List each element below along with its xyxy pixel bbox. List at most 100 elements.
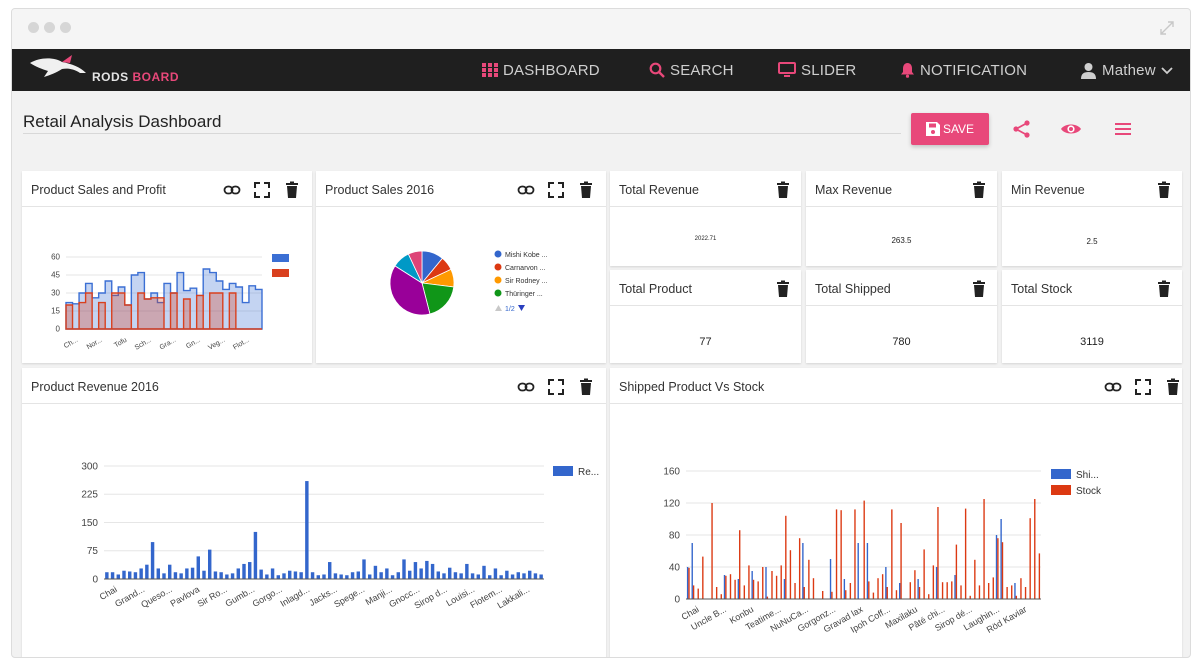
bar: [923, 549, 925, 599]
trash-icon[interactable]: [577, 181, 595, 199]
link-icon[interactable]: [1104, 378, 1122, 396]
bar: [1000, 519, 1002, 599]
legend-label: Re...: [578, 467, 599, 478]
x-tick-label: Inlagd...: [279, 584, 312, 609]
bar: [202, 570, 206, 579]
y-tick-label: 120: [663, 498, 680, 509]
window-dot[interactable]: [28, 22, 39, 33]
nav-dashboard[interactable]: DASHBOARD: [482, 49, 600, 91]
trash-icon[interactable]: [577, 378, 595, 396]
bar: [757, 581, 759, 599]
x-tick-label: Tofu: [113, 337, 128, 350]
revenue-2016-bar-chart: 075150225300Re...ChaiGrand...Queso...Pav…: [81, 461, 599, 610]
bar: [185, 568, 189, 579]
nav-slider[interactable]: SLIDER: [778, 49, 856, 91]
y-tick-label: 160: [663, 466, 680, 477]
bar: [715, 587, 718, 599]
y-tick-label: 300: [81, 461, 98, 472]
bar: [808, 559, 810, 599]
trash-icon[interactable]: [774, 181, 792, 199]
save-button[interactable]: SAVE: [911, 113, 989, 145]
window-dot[interactable]: [60, 22, 71, 33]
trash-icon[interactable]: [970, 280, 988, 298]
bar: [145, 564, 149, 579]
bar: [1024, 587, 1027, 599]
link-icon[interactable]: [517, 378, 535, 396]
bar: [453, 572, 458, 579]
panel-title: Total Stock: [1011, 282, 1073, 296]
bar: [156, 568, 160, 579]
bar: [373, 565, 378, 579]
fullscreen-icon[interactable]: [253, 181, 271, 199]
bar: [798, 538, 801, 599]
bar: [899, 583, 901, 599]
fullscreen-icon[interactable]: [1134, 378, 1152, 396]
trash-icon[interactable]: [1164, 378, 1182, 396]
bar: [128, 571, 132, 579]
bar: [505, 570, 509, 579]
link-icon[interactable]: [223, 181, 241, 199]
bar: [162, 573, 166, 579]
kpi-total-stock: Total Stock 3119: [1002, 270, 1182, 363]
link-icon[interactable]: [517, 181, 535, 199]
brand-logo[interactable]: RODS BOARD: [28, 53, 188, 87]
y-tick-label: 0: [56, 325, 61, 334]
bar: [762, 567, 764, 599]
fullscreen-icon[interactable]: [547, 378, 565, 396]
bar: [866, 543, 869, 599]
y-tick-label: 75: [87, 546, 99, 557]
trash-icon[interactable]: [774, 280, 792, 298]
bar: [983, 499, 985, 599]
x-tick-label: Veg...: [207, 337, 226, 352]
bar: [954, 575, 956, 599]
user-menu[interactable]: Mathew: [1080, 49, 1174, 91]
dashboard-title[interactable]: Retail Analysis Dashboard: [23, 112, 222, 131]
browser-window: RODS BOARD DASHBOARD SEARCH SLIDER NOTIF…: [11, 8, 1191, 658]
bar: [1034, 499, 1036, 599]
bar: [219, 572, 223, 579]
trash-icon[interactable]: [1155, 181, 1173, 199]
menu-icon[interactable]: [1112, 118, 1134, 140]
bar: [803, 587, 805, 599]
bar: [288, 570, 292, 579]
legend-swatch: [1051, 469, 1071, 479]
bar: [872, 592, 875, 599]
legend-label: Sir Rodney ...: [505, 278, 547, 285]
kpi-value: 77: [699, 336, 712, 348]
trash-icon[interactable]: [1155, 280, 1173, 298]
nav-notification-label: NOTIFICATION: [920, 61, 1028, 79]
bar: [225, 574, 229, 579]
bar: [196, 556, 200, 579]
kpi-total-revenue: Total Revenue 2022.71: [610, 171, 801, 266]
bar: [928, 594, 930, 599]
window-dot[interactable]: [44, 22, 55, 33]
kpi-value: 2.5: [1086, 237, 1098, 246]
bar: [150, 542, 155, 579]
bar: [711, 503, 713, 599]
eye-icon[interactable]: [1060, 118, 1082, 140]
nav-notification[interactable]: NOTIFICATION: [900, 49, 1027, 91]
bar: [168, 564, 172, 579]
bar: [783, 579, 786, 599]
brand-name: RODS BOARD: [92, 70, 180, 84]
bar: [937, 507, 939, 599]
bar: [932, 565, 935, 599]
trash-icon[interactable]: [283, 181, 301, 199]
floppy-disk-icon: [925, 122, 940, 136]
pie-slice: [421, 282, 455, 315]
share-icon[interactable]: [1011, 118, 1033, 140]
bar: [333, 573, 338, 579]
kangaroo-logo-icon: [30, 55, 86, 77]
nav-search[interactable]: SEARCH: [649, 49, 734, 91]
bar: [236, 568, 240, 579]
panel-header: Total Stock: [1002, 270, 1182, 306]
bar: [1011, 585, 1013, 599]
trash-icon[interactable]: [970, 181, 988, 199]
nav-dashboard-label: DASHBOARD: [503, 61, 600, 79]
kpi-total-shipped: Total Shipped 780: [806, 270, 997, 363]
bar: [812, 578, 815, 599]
expand-window-icon[interactable]: [1158, 19, 1176, 37]
bar: [935, 567, 938, 599]
bar: [265, 574, 269, 579]
fullscreen-icon[interactable]: [547, 181, 565, 199]
